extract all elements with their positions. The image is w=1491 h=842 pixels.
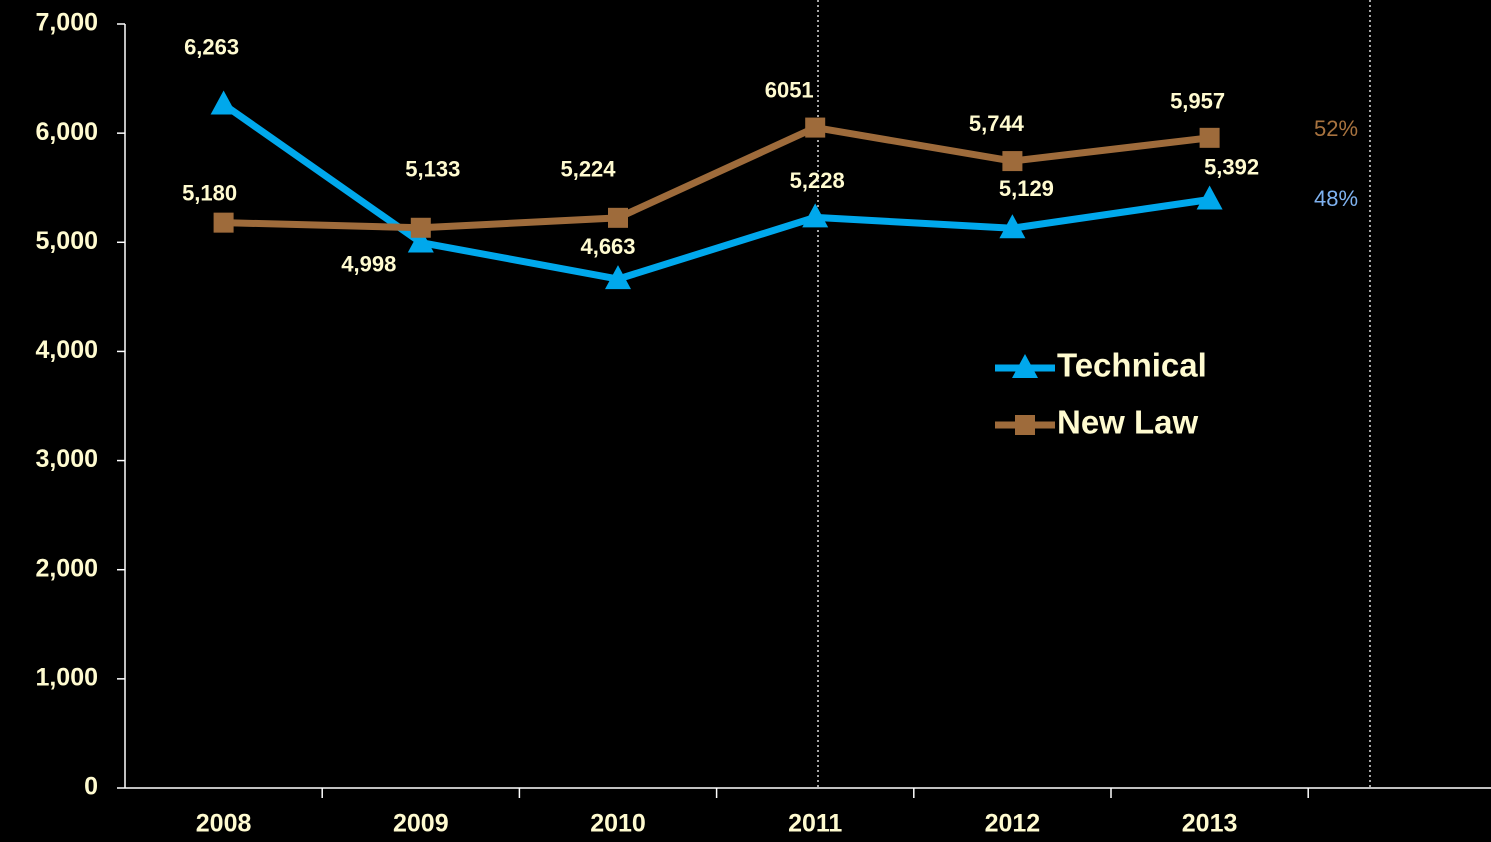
line	[221, 101, 1211, 283]
marker	[802, 203, 829, 228]
x-tick-label: 2008	[196, 810, 252, 838]
marker	[999, 214, 1026, 239]
marker	[1199, 127, 1220, 148]
data-label: 5,224	[560, 157, 616, 182]
y-tick-label: 5,000	[35, 227, 98, 255]
y-tick-label: 4,000	[35, 336, 98, 364]
x-tick-label: 2013	[1182, 810, 1238, 838]
marker	[1002, 151, 1023, 172]
x-tick-label: 2009	[393, 810, 449, 838]
y-tick-label: 2,000	[35, 554, 98, 582]
marker	[805, 117, 826, 138]
x-tick-label: 2012	[985, 810, 1041, 838]
legend-label: New Law	[1057, 404, 1199, 441]
marker	[1015, 415, 1035, 435]
legend-label: Technical	[1057, 347, 1207, 384]
y-tick-label: 6,000	[35, 118, 98, 146]
y-tick-label: 3,000	[35, 445, 98, 473]
data-label: 6,263	[184, 34, 239, 59]
y-tick-label: 7,000	[35, 9, 98, 37]
annotation: 52%	[1314, 116, 1358, 141]
marker	[1012, 354, 1038, 378]
data-label: 6051	[765, 77, 814, 102]
data-label: 5,180	[182, 180, 237, 205]
data-label: 4,663	[580, 234, 635, 259]
y-tick-label: 0	[84, 773, 98, 801]
data-label: 5,392	[1204, 154, 1259, 179]
marker	[407, 228, 434, 253]
marker	[1196, 185, 1223, 210]
line	[223, 124, 1211, 232]
data-label: 5,129	[999, 176, 1054, 201]
y-tick-label: 1,000	[35, 663, 98, 691]
marker	[605, 265, 631, 290]
marker	[213, 212, 234, 233]
marker	[608, 207, 628, 228]
x-tick-label: 2010	[590, 810, 646, 838]
data-label: 5,957	[1170, 89, 1225, 114]
data-label: 5,228	[790, 168, 845, 193]
marker	[210, 90, 237, 115]
data-label: 4,998	[341, 251, 396, 276]
x-tick-label: 2011	[788, 810, 842, 838]
marker	[410, 217, 431, 238]
data-label: 5,133	[405, 157, 460, 182]
annotation: 48%	[1314, 186, 1358, 211]
data-label: 5,744	[969, 111, 1025, 136]
